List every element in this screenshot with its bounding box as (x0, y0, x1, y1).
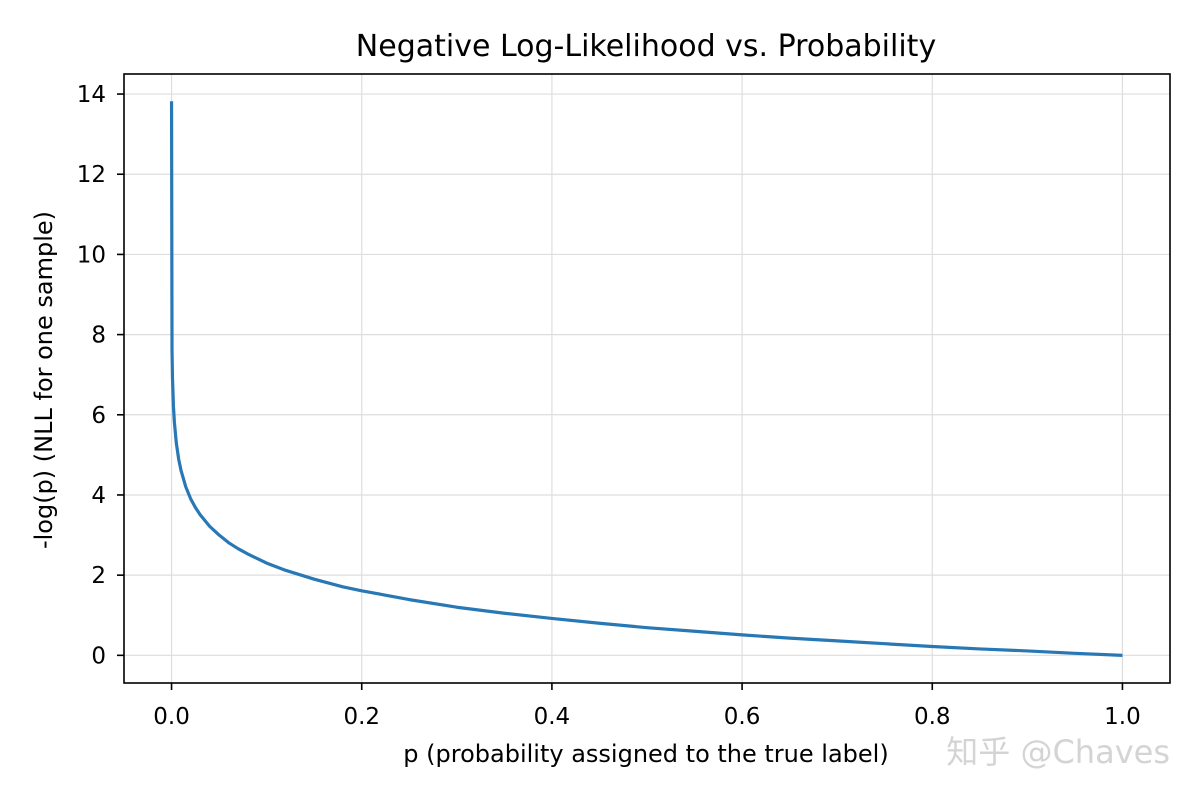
x-axis-ticks: 0.0 0.2 0.4 0.6 0.8 1.0 (153, 683, 1141, 730)
y-tick-label-5: 10 (77, 242, 106, 268)
x-tick-label-1: 0.2 (343, 704, 380, 730)
axes-frame (123, 73, 1171, 684)
y-tick-label-4: 8 (91, 323, 106, 349)
y-tick-label-7: 14 (77, 82, 106, 108)
watermark-text: 知乎 @Chaves (946, 733, 1170, 771)
plot-frame (123, 73, 1171, 684)
x-tick-label-0: 0.0 (153, 704, 190, 730)
nll-series-line-0 (169, 101, 1123, 657)
chart-title: Negative Log-Likelihood vs. Probability (356, 29, 936, 64)
y-tick-label-0: 0 (91, 643, 106, 669)
grid-lines (124, 74, 1170, 683)
x-tick-label-5: 1.0 (1104, 704, 1141, 730)
y-tick-label-2: 4 (91, 483, 106, 509)
x-tick-label-3: 0.6 (724, 704, 761, 730)
y-tick-label-3: 6 (91, 403, 106, 429)
x-axis-label: p (probability assigned to the true labe… (403, 740, 888, 768)
x-tick-label-4: 0.8 (914, 704, 951, 730)
y-tick-label-6: 12 (77, 162, 106, 188)
x-tick-label-2: 0.4 (534, 704, 571, 730)
y-axis-label: -log(p) (NLL for one sample) (30, 211, 58, 549)
series-layer (169, 101, 1123, 657)
y-tick-label-1: 2 (91, 563, 106, 589)
y-axis-ticks: 0 2 4 6 8 10 12 14 (77, 82, 124, 669)
